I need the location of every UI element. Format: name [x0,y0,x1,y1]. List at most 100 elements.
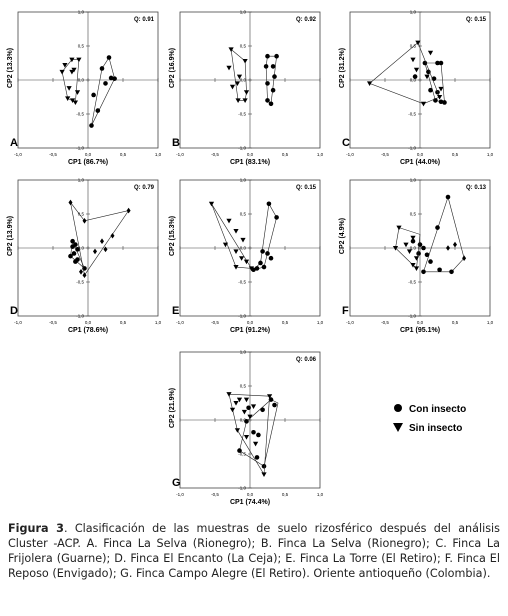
point-con-insecto [272,402,277,408]
y-axis-label: CP2 (31.2%) [339,48,346,88]
point-con-insecto [421,245,426,251]
point-sin-insecto [236,74,243,80]
y-axis-label: CP2 (16.9%) [169,48,176,88]
point-sin-insecto [242,58,248,64]
point-sin-insecto [233,229,239,234]
figure-panels: -1,0 -0,5 0,0 0,5 1,0 1,0 0,5 0,0 -0,5 -1,0 CP1 (8… [7,10,494,507]
y-tick-label: 1,0 [240,10,247,15]
cluster-hull [252,202,277,271]
point-diamond [103,246,108,253]
point-con-insecto [428,259,433,264]
point-sin-insecto [410,235,416,241]
point-sin-insecto [66,86,72,91]
y-tick-label: -0,5 [408,112,416,117]
point-con-insecto [410,238,416,244]
x-tick-label: 0,0 [417,320,424,325]
point-con-insecto [254,455,260,460]
point-diamond [100,238,104,244]
x-tick-label: 0,0 [417,152,424,157]
y-tick-label: 0,5 [410,212,417,217]
point-con-insecto [438,99,444,105]
point-sin-insecto [233,401,239,406]
point-sin-insecto [250,404,257,409]
y-tick-label: -1,0 [76,314,84,319]
point-sin-insecto [222,242,229,248]
point-sin-insecto [229,84,236,90]
x-tick-label: 1,0 [317,152,324,157]
point-sin-insecto [243,397,250,403]
panel-g: -1,0 -0,5 0,0 0,5 1,0 1,0 0,5 0,0 -0,5 -1,0 CP1 (7… [169,350,324,507]
point-sin-insecto [248,266,254,271]
point-con-insecto [274,53,279,59]
q-value: Q: 0.13 [466,185,487,191]
point-con-insecto [268,397,274,402]
point-sin-insecto [415,40,421,46]
x-tick-label: 0,0 [247,492,254,497]
point-con-insecto [108,75,114,81]
x-tick-label: 0,0 [85,152,92,157]
y-tick-label: 1,0 [410,178,417,183]
y-tick-label: 1,0 [410,10,417,15]
point-diamond [446,245,450,251]
point-sin-insecto [437,95,443,100]
point-con-insecto [237,448,242,453]
y-axis-label: CP2 (13.3%) [7,48,14,88]
q-value: Q: 0.15 [466,17,487,23]
point-con-insecto [89,123,94,128]
point-sin-insecto [236,397,243,403]
point-con-insecto [73,259,78,264]
point-con-insecto [449,269,454,275]
y-tick-label: 1,0 [240,350,247,355]
point-con-insecto [426,69,431,75]
x-axis-label: CP1 (91.2%) [230,327,270,334]
point-con-insecto [70,244,75,249]
point-sin-insecto [226,392,232,397]
y-tick-label: -0,5 [238,112,246,117]
point-sin-insecto [234,428,240,433]
x-tick-label: 0,0 [85,320,92,325]
q-value: Q: 0.15 [296,185,317,191]
y-axis-label: CP2 (13.9%) [7,216,14,256]
x-axis-label: CP1 (86.7%) [68,159,108,166]
panel-letter: E [172,305,179,317]
point-sin-insecto [234,81,240,86]
point-sin-insecto [396,225,402,231]
q-value: Q: 0.79 [134,185,155,191]
q-value: Q: 0.92 [296,17,317,23]
point-con-insecto [260,249,265,254]
point-sin-insecto [243,259,250,265]
point-sin-insecto [69,69,75,75]
point-con-insecto [70,238,75,244]
point-sin-insecto [70,98,76,103]
point-con-insecto [260,407,265,413]
point-diamond [82,218,87,224]
x-tick-label: 0,5 [120,152,127,157]
point-sin-insecto [243,435,250,440]
q-value: Q: 0.91 [134,17,155,23]
point-con-insecto [261,264,267,270]
x-tick-label: 1,0 [317,320,324,325]
x-tick-label: -0,5 [381,320,389,325]
point-con-insecto [270,64,276,69]
point-sin-insecto [235,98,241,103]
y-tick-label: -0,5 [76,280,84,285]
point-sin-insecto [413,67,420,73]
x-tick-label: 0,5 [452,320,459,325]
x-tick-label: 1,0 [317,492,324,497]
y-tick-label: 0,0 [78,78,85,83]
point-con-insecto [428,87,433,93]
caption-label: Figura 3 [8,522,64,535]
point-con-insecto [244,419,249,424]
x-tick-label: -0,5 [211,492,219,497]
point-diamond [79,269,83,275]
point-sin-insecto [410,57,416,63]
y-tick-label: 0,5 [78,212,85,217]
point-sin-insecto [226,218,232,224]
x-tick-label: -0,5 [211,320,219,325]
y-tick-label: 1,0 [78,178,85,183]
point-sin-insecto [392,246,399,251]
point-sin-insecto [427,50,434,56]
point-con-insecto [422,60,428,66]
point-sin-insecto [239,256,245,261]
point-con-insecto [442,100,447,105]
